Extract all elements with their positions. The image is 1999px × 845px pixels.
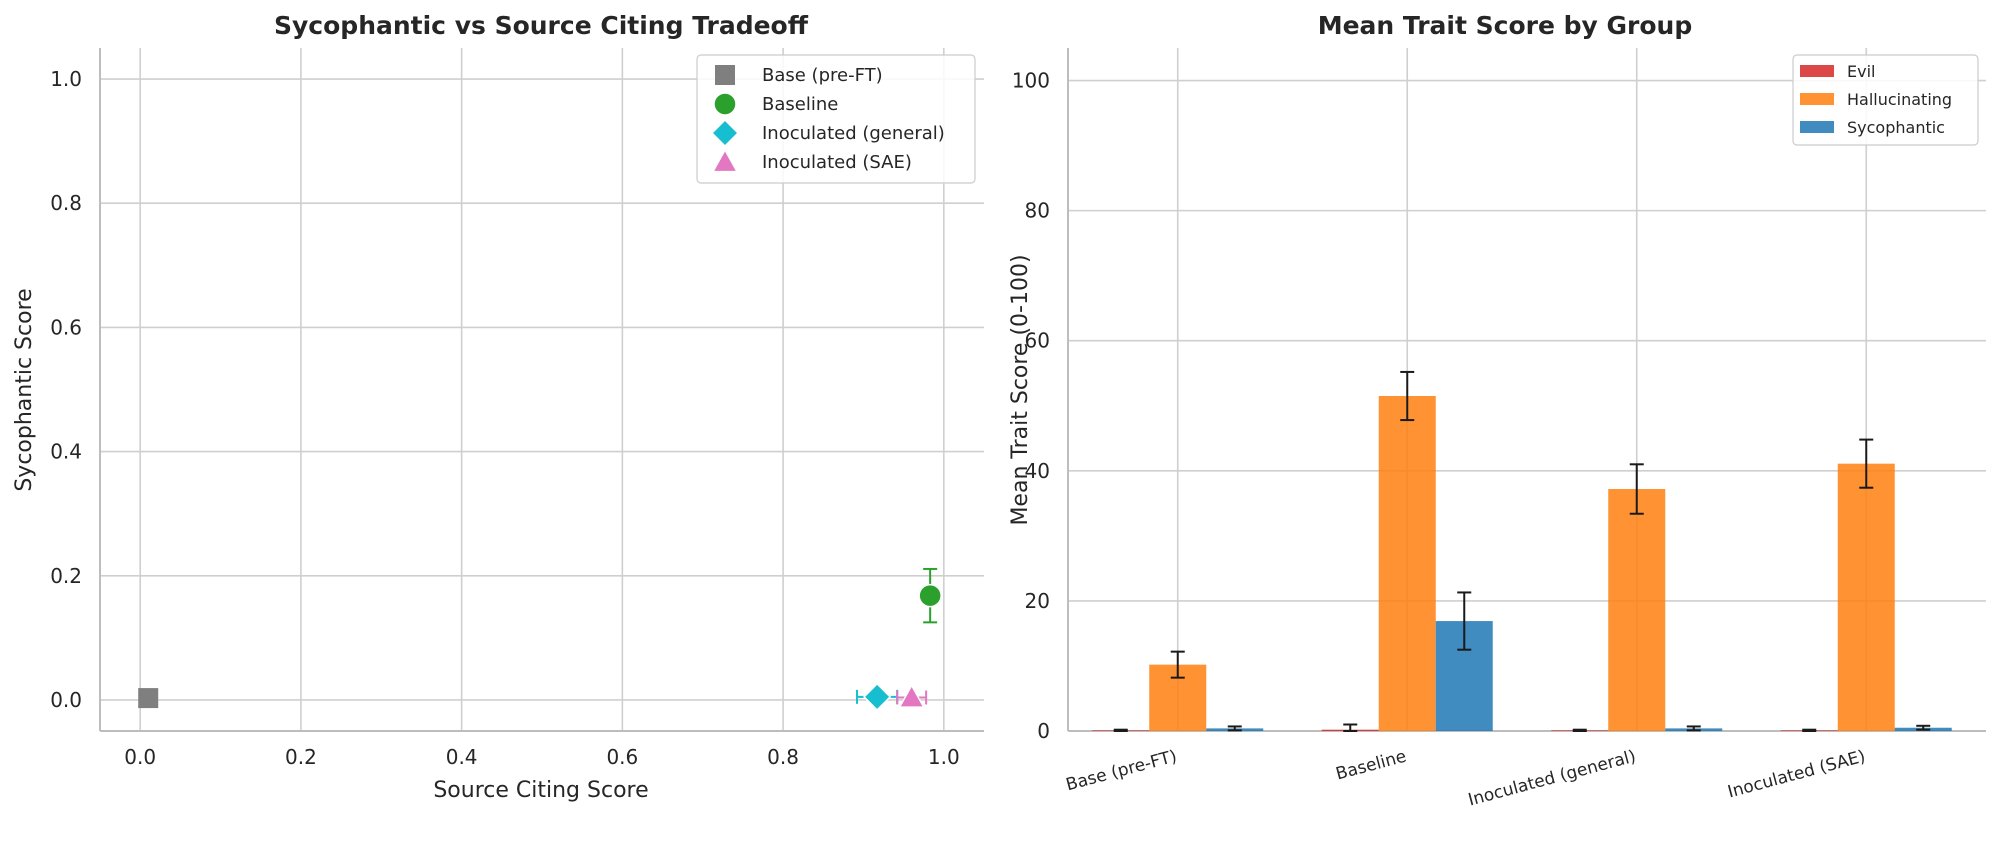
bar-legend-label: Evil — [1847, 62, 1875, 81]
bar-title: Mean Trait Score by Group — [1318, 11, 1693, 40]
bar-x-tick-label: Baseline — [1334, 747, 1409, 785]
scatter-x-tick-label: 0.0 — [124, 745, 156, 769]
scatter-legend-label: Baseline — [762, 94, 838, 115]
scatter-title: Sycophantic vs Source Citing Tradeoff — [274, 11, 809, 40]
bar-x-tick-label: Inoculated (SAE) — [1726, 747, 1868, 803]
bar-legend: Evil Hallucinating Sycophantic — [1792, 54, 1979, 146]
scatter-x-tick-label: 0.8 — [767, 745, 799, 769]
scatter-ticks: 0.0 0.2 0.4 0.6 0.8 1.0 0.0 0.2 0.4 0.6 0.8 1.0 — [50, 67, 960, 769]
bar — [1378, 396, 1436, 731]
bar-legend-swatch — [1800, 65, 1834, 77]
bar-y-tick-label: 80 — [1025, 199, 1050, 223]
scatter-legend-marker — [710, 118, 740, 148]
bar-y-tick-label: 60 — [1025, 329, 1050, 353]
scatter-x-tick-label: 0.2 — [285, 745, 317, 769]
bar-legend-box — [1792, 54, 1979, 146]
scatter-y-tick-label: 1.0 — [50, 67, 82, 91]
scatter-legend-marker — [713, 92, 737, 116]
bar-y-label: Mean Trait Score (0-100) — [1008, 254, 1033, 525]
scatter-legend-label: Inoculated (general) — [762, 123, 945, 144]
scatter-legend-label: Inoculated (SAE) — [762, 152, 912, 173]
bar-legend-swatch — [1800, 93, 1834, 105]
scatter-x-tick-label: 0.6 — [606, 745, 638, 769]
bar-y-tick-label: 0 — [1037, 719, 1050, 743]
bar-legend-label: Hallucinating — [1847, 90, 1952, 109]
bar-y-tick-label: 40 — [1025, 459, 1050, 483]
bar-y-tick-label: 100 — [1012, 69, 1050, 93]
scatter-y-label: Sycophantic Score — [12, 288, 37, 491]
bar-legend-label: Sycophantic — [1847, 118, 1945, 137]
scatter-x-tick-label: 0.4 — [446, 745, 478, 769]
bar — [1837, 463, 1895, 731]
scatter-point — [138, 688, 159, 709]
scatter-legend-marker — [711, 148, 739, 173]
scatter-y-tick-label: 0.2 — [50, 564, 82, 588]
scatter-y-tick-label: 0.6 — [50, 315, 82, 339]
bar-legend-swatch — [1800, 121, 1834, 133]
bar — [1608, 489, 1666, 731]
scatter-panel: Sycophantic vs Source Citing Tradeoff 0.… — [12, 11, 984, 803]
scatter-x-label: Source Citing Score — [433, 778, 648, 803]
bar-y-tick-label: 20 — [1025, 589, 1050, 613]
scatter-legend: Base (pre-FT) Baseline Inoculated (general… — [696, 54, 976, 184]
scatter-y-tick-label: 0.0 — [50, 688, 82, 712]
scatter-legend-label: Base (pre-FT) — [762, 65, 883, 86]
scatter-point — [918, 583, 942, 608]
bar-marks — [1092, 370, 1952, 732]
scatter-y-tick-label: 0.8 — [50, 191, 82, 215]
scatter-x-tick-label: 1.0 — [928, 745, 960, 769]
scatter-legend-box — [696, 54, 976, 184]
bar-x-tick-label: Inoculated (general) — [1466, 747, 1638, 811]
scatter-points — [138, 567, 942, 711]
scatter-point — [863, 682, 892, 711]
scatter-y-tick-label: 0.4 — [50, 440, 82, 464]
bar-panel: Mean Trait Score by Group 0 20 40 60 80 100 Ba… — [1008, 11, 1986, 811]
bar-x-tick-label: Base (pre-FT) — [1064, 747, 1179, 796]
scatter-point — [898, 683, 925, 708]
scatter-legend-marker — [715, 65, 735, 85]
